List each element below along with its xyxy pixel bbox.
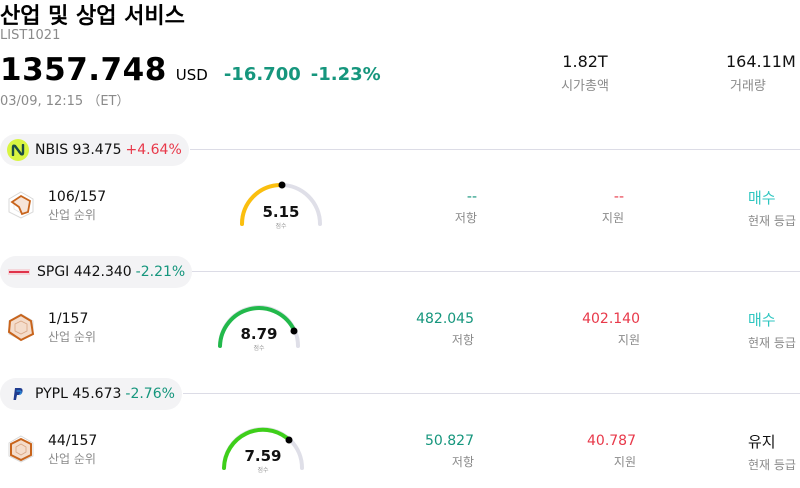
market-cap-label: 시가총액 [561, 79, 609, 94]
grade-value: 매수 [748, 311, 776, 329]
ticker: SPGI [37, 264, 70, 280]
support: 402.140 지원 [570, 311, 640, 348]
volume-stat: 164.11M 거래량 [726, 52, 800, 94]
ticker-price: 45.673 [72, 386, 122, 402]
market-cap-value: 1.82T [562, 52, 608, 71]
resistance-value: 482.045 [416, 311, 474, 327]
score-value: 8.79 [240, 325, 278, 343]
price-change-pct: -1.23% [310, 64, 381, 85]
price-row: 1357.748 USD -16.700 -1.23% [0, 52, 381, 88]
paypal-logo-icon [7, 383, 29, 405]
rank-radar-icon [8, 435, 34, 463]
stock-pill-pypl[interactable]: PYPL 45.673 -2.76% [0, 378, 182, 410]
stock-pill-spgi[interactable]: SPGI 442.340 -2.21% [0, 256, 193, 288]
stock-card-spgi: SPGI 442.340 -2.21% 1/157 산업 순위 8.79 점수 … [0, 256, 800, 378]
rank-radar-icon [7, 313, 35, 342]
score-gauge: 5.15 점수 [236, 180, 326, 230]
grade-label: 현재 등급 [748, 214, 796, 228]
score-label: 점수 [275, 223, 287, 230]
score-label: 점수 [253, 345, 265, 352]
volume-label: 거래량 [730, 79, 766, 94]
nbis-logo-icon [7, 139, 29, 161]
industry-rank-value: 106/157 [48, 189, 107, 205]
resistance-value: 50.827 [425, 433, 474, 449]
score-label: 점수 [257, 467, 269, 474]
grade-value: 매수 [748, 189, 776, 207]
resistance-label: 저항 [451, 333, 474, 347]
grade-label: 현재 등급 [748, 458, 796, 472]
current-grade: 매수 현재 등급 [748, 187, 796, 229]
industry-rank-label: 산업 순위 [48, 208, 96, 222]
score-gauge: 8.79 점수 [214, 302, 304, 352]
market-cap-stat: 1.82T 시가총액 [540, 52, 630, 94]
ticker-change-pct: -2.21% [135, 264, 186, 280]
ticker: PYPL [35, 386, 68, 402]
section-divider [192, 271, 800, 272]
stock-pill-nbis[interactable]: NBIS 93.475 +4.64% [0, 134, 189, 166]
current-grade: 유지 현재 등급 [748, 431, 796, 473]
ticker-price: 93.475 [72, 142, 122, 158]
rank-radar-icon [8, 191, 34, 219]
resistance: 482.045 저항 [410, 311, 474, 348]
stock-card-nbis: NBIS 93.475 +4.64% 106/157 산업 순위 5.15 점수… [0, 134, 800, 256]
score-gauge: 7.59 점수 [218, 424, 308, 474]
industry-rank-label: 산업 순위 [48, 330, 96, 344]
section-divider [190, 149, 800, 150]
industry-rank-value: 44/157 [48, 433, 98, 449]
ticker-change-pct: +4.64% [125, 142, 182, 158]
support: 40.787 지원 [580, 433, 636, 470]
currency: USD [175, 66, 208, 84]
support-value: 402.140 [582, 311, 640, 327]
score-value: 7.59 [244, 447, 282, 465]
grade-value: 유지 [748, 433, 776, 451]
support-label: 지원 [613, 455, 636, 469]
support: -- 지원 [580, 189, 624, 226]
ticker-change-pct: -2.76% [125, 386, 175, 402]
timestamp: 03/09, 12:15 （ET） [0, 94, 130, 109]
support-value: 40.787 [587, 433, 636, 449]
support-label: 지원 [601, 211, 624, 225]
volume-value: 164.11M [726, 52, 796, 71]
index-code: LIST1021 [0, 28, 61, 43]
stock-card-pypl: PYPL 45.673 -2.76% 44/157 산업 순위 7.59 점수 … [0, 378, 800, 488]
ticker-price: 442.340 [73, 264, 132, 280]
support-value: -- [613, 189, 624, 205]
page-title: 산업 및 상업 서비스 [0, 4, 185, 29]
resistance: -- 저항 [420, 189, 477, 226]
resistance: 50.827 저항 [414, 433, 474, 470]
price-change: -16.700 [223, 64, 301, 85]
industry-rank-label: 산업 순위 [48, 452, 96, 466]
industry-rank-value: 1/157 [48, 311, 89, 327]
support-label: 지원 [617, 333, 640, 347]
section-divider [183, 393, 800, 394]
score-value: 5.15 [262, 203, 300, 221]
resistance-value: -- [466, 189, 477, 205]
spgi-logo-icon [7, 261, 31, 283]
resistance-label: 저항 [451, 455, 474, 469]
resistance-label: 저항 [454, 211, 477, 225]
current-grade: 매수 현재 등급 [748, 309, 796, 351]
ticker: NBIS [35, 142, 69, 158]
current-price: 1357.748 [0, 52, 167, 88]
grade-label: 현재 등급 [748, 336, 796, 350]
